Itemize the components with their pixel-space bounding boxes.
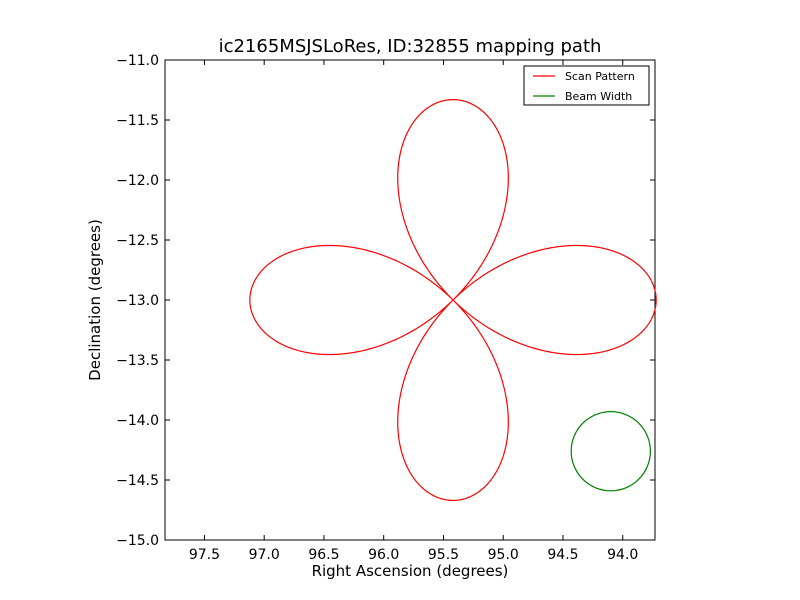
y-tick-label: −15.0 bbox=[116, 533, 159, 549]
x-tick-label: 97.0 bbox=[249, 547, 280, 563]
x-tick-label: 96.5 bbox=[308, 547, 339, 563]
y-axis-label: Declination (degrees) bbox=[86, 219, 104, 381]
series-layer bbox=[249, 98, 657, 502]
x-tick-label: 95.5 bbox=[428, 547, 459, 563]
beam-width-circle bbox=[570, 411, 651, 492]
x-tick-label: 94.5 bbox=[547, 547, 578, 563]
plot-frame bbox=[164, 59, 656, 541]
legend-box bbox=[523, 65, 650, 106]
chart-title: ic2165MSJSLoRes, ID:32855 mapping path bbox=[219, 36, 602, 57]
legend-label-beam-width: Beam Width bbox=[565, 90, 632, 103]
x-tick-label: 95.0 bbox=[488, 547, 519, 563]
x-tick-label: 96.0 bbox=[368, 547, 399, 563]
scan-pattern-line bbox=[249, 98, 657, 502]
y-tick-label: −14.5 bbox=[116, 473, 159, 489]
x-tick-label: 94.0 bbox=[607, 547, 638, 563]
y-tick-label: −11.5 bbox=[116, 113, 159, 129]
x-tick-label: 97.5 bbox=[189, 547, 220, 563]
y-tick-label: −13.0 bbox=[116, 293, 159, 309]
y-tick-label: −14.0 bbox=[116, 413, 159, 429]
y-tick-label: −12.0 bbox=[116, 173, 159, 189]
legend: Scan Pattern Beam Width bbox=[523, 65, 650, 106]
legend-label-scan-pattern: Scan Pattern bbox=[565, 70, 635, 83]
y-tick-label: −12.5 bbox=[116, 233, 159, 249]
y-tick-label: −13.5 bbox=[116, 353, 159, 369]
plot-area: 97.5 97.0 96.5 96.0 95.5 95.0 94.5 94.0 −11.0 −11… bbox=[116, 53, 657, 563]
tick-layer: 97.5 97.0 96.5 96.0 95.5 95.0 94.5 94.0 −11.0 −11… bbox=[116, 53, 655, 563]
x-axis-label: Right Ascension (degrees) bbox=[312, 562, 509, 580]
y-tick-label: −11.0 bbox=[116, 53, 159, 69]
